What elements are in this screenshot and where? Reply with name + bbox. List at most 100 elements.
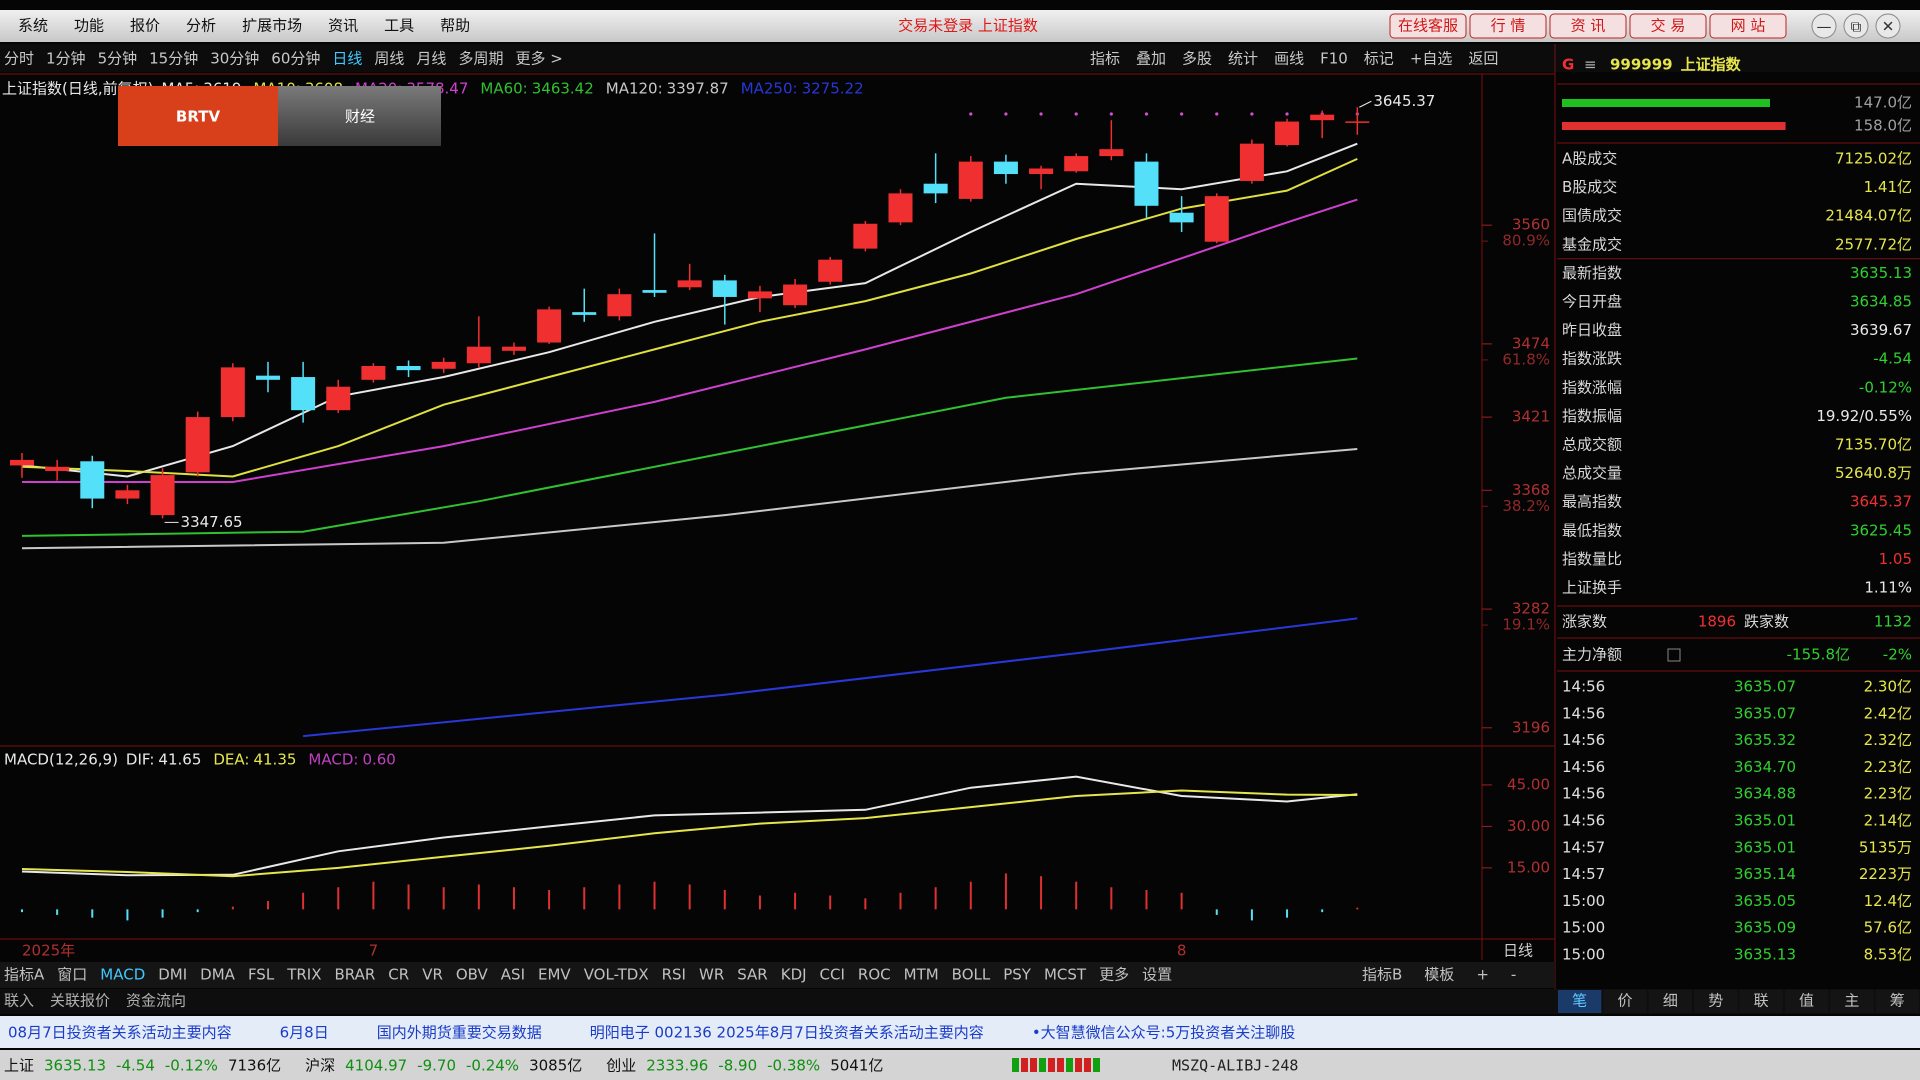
panel-tab-label: 笔	[1572, 992, 1587, 1010]
tool-button[interactable]: F10	[1320, 50, 1348, 68]
period-tab[interactable]: 15分钟	[149, 50, 198, 68]
indicator-tab[interactable]: MTM	[904, 966, 939, 984]
period-tab[interactable]: 月线	[416, 50, 446, 68]
indicator-tab[interactable]: DMI	[158, 966, 187, 984]
tool-button[interactable]: 返回	[1468, 50, 1498, 68]
tool-button[interactable]: 叠加	[1136, 50, 1166, 68]
indicator-tab[interactable]: PSY	[1003, 966, 1032, 984]
panel-tab[interactable]	[1830, 990, 1874, 1013]
nav-button[interactable]	[1389, 13, 1467, 39]
candle-body	[888, 193, 913, 223]
candle-body	[783, 284, 808, 306]
indicator-tab[interactable]: 设置	[1142, 966, 1172, 984]
indicator-tab[interactable]: 窗口	[57, 966, 87, 984]
indicator-tab[interactable]: RSI	[662, 966, 686, 984]
indicator-tab[interactable]: BOLL	[952, 966, 991, 984]
nav-button[interactable]	[1629, 13, 1707, 39]
menu-item[interactable]: 报价	[130, 17, 160, 35]
tool-button[interactable]: 统计	[1228, 50, 1258, 68]
period-tab[interactable]: 周线	[374, 50, 404, 68]
news-item[interactable]: 6月8日	[280, 1024, 329, 1042]
panel-tab[interactable]	[1784, 990, 1829, 1013]
indicator-tab[interactable]: CCI	[820, 966, 845, 984]
menu-item[interactable]: 资讯	[328, 17, 358, 35]
status-amount: 7136亿	[228, 1057, 281, 1075]
period-tab[interactable]: 1分钟	[46, 50, 86, 68]
menu-item[interactable]: 系统	[18, 17, 48, 35]
menu-item[interactable]: 帮助	[440, 17, 470, 35]
menu-item[interactable]: 功能	[74, 17, 104, 35]
period-tab[interactable]: 30分钟	[210, 50, 259, 68]
indicator-tab[interactable]: +	[1476, 966, 1489, 984]
candle-body	[45, 466, 70, 471]
nav-button[interactable]	[1469, 13, 1547, 39]
candle-body	[818, 259, 843, 282]
indicator-tab[interactable]: 指标B	[1362, 966, 1402, 984]
indicator-tab[interactable]: FSL	[248, 966, 275, 984]
indicator-tab[interactable]: VOL-TDX	[584, 966, 649, 984]
indicator-tab[interactable]: MCST	[1044, 966, 1087, 984]
y-tick-label: 3474	[1512, 334, 1550, 352]
indicator-tab[interactable]: OBV	[456, 966, 489, 984]
panel-tab[interactable]	[1694, 990, 1738, 1013]
period-tab[interactable]: 分时	[4, 50, 34, 68]
period-tab[interactable]: 5分钟	[98, 50, 138, 68]
sub-tab[interactable]: 联入	[4, 992, 34, 1010]
news-item[interactable]: 国内外期货重要交易数据	[377, 1024, 542, 1042]
indicator-tab[interactable]: TRIX	[286, 966, 321, 984]
tool-button[interactable]: 指标	[1090, 50, 1120, 68]
window-control[interactable]	[1875, 13, 1901, 39]
indicator-tab[interactable]: 模板	[1424, 966, 1454, 984]
ma-line	[21, 357, 1358, 537]
y-tick-label: 3196	[1512, 718, 1550, 736]
panel-tab[interactable]	[1558, 990, 1602, 1013]
logo-channel: 财经	[345, 108, 375, 126]
indicator-tab[interactable]: WR	[699, 966, 724, 984]
news-item[interactable]: •大智慧微信公众号:5万投资者关注聊股	[1032, 1024, 1295, 1042]
indicator-tab[interactable]: MACD	[100, 966, 145, 984]
indicator-tab[interactable]: 指标A	[4, 966, 45, 984]
menu-item[interactable]: 分析	[186, 17, 216, 35]
nav-button[interactable]	[1549, 13, 1627, 39]
window-control[interactable]	[1811, 13, 1837, 39]
tool-button[interactable]: 标记	[1364, 50, 1394, 68]
period-tab[interactable]: 更多 >	[515, 50, 562, 68]
fib-label: 19.1%	[1502, 616, 1550, 634]
quote-value: 1.05	[1879, 550, 1912, 568]
tool-button[interactable]: 多股	[1182, 50, 1212, 68]
sub-tab[interactable]: 资金流向	[126, 992, 186, 1010]
indicator-tab[interactable]: VR	[422, 966, 443, 984]
quote-label: 最新指数	[1562, 264, 1622, 282]
sub-tab[interactable]: 关联报价	[50, 992, 110, 1010]
period-tab[interactable]: 多周期	[458, 50, 503, 68]
tool-button[interactable]: +自选	[1410, 50, 1453, 68]
news-item[interactable]: 08月7日投资者关系活动主要内容	[8, 1024, 232, 1042]
panel-tab[interactable]	[1603, 990, 1647, 1013]
window-control[interactable]	[1843, 13, 1869, 39]
tool-button[interactable]: 画线	[1274, 50, 1304, 68]
indicator-tab[interactable]: CR	[388, 966, 409, 984]
legend-name: MACD:	[308, 751, 358, 769]
nav-button[interactable]	[1709, 13, 1787, 39]
indicator-tab[interactable]: DMA	[200, 966, 235, 984]
indicator-tab[interactable]: KDJ	[781, 966, 807, 984]
menu-item[interactable]: 扩展市场	[242, 17, 302, 35]
quote-name: 上证指数	[1681, 56, 1742, 74]
period-tab[interactable]: 60分钟	[271, 50, 320, 68]
tick-price: 3635.09	[1734, 919, 1796, 937]
panel-tab[interactable]	[1875, 990, 1919, 1013]
news-item[interactable]: 明阳电子 002136 2025年8月7日投资者关系活动主要内容	[590, 1024, 984, 1042]
period-tab[interactable]: 日线	[332, 50, 362, 68]
indicator-tab[interactable]: 更多	[1099, 966, 1129, 984]
indicator-tab[interactable]: BRAR	[334, 966, 375, 984]
legend-name: MA60:	[480, 80, 527, 98]
panel-tab[interactable]	[1648, 990, 1693, 1013]
indicator-tab[interactable]: -	[1511, 966, 1516, 984]
menu-item[interactable]: 工具	[384, 17, 414, 35]
indicator-tab[interactable]: ROC	[858, 966, 891, 984]
panel-tab[interactable]	[1739, 990, 1783, 1013]
indicator-tab[interactable]: SAR	[737, 966, 767, 984]
indicator-tab[interactable]: ASI	[501, 966, 525, 984]
indicator-tab[interactable]: EMV	[538, 966, 571, 984]
legend-value: 3463.42	[532, 80, 594, 98]
